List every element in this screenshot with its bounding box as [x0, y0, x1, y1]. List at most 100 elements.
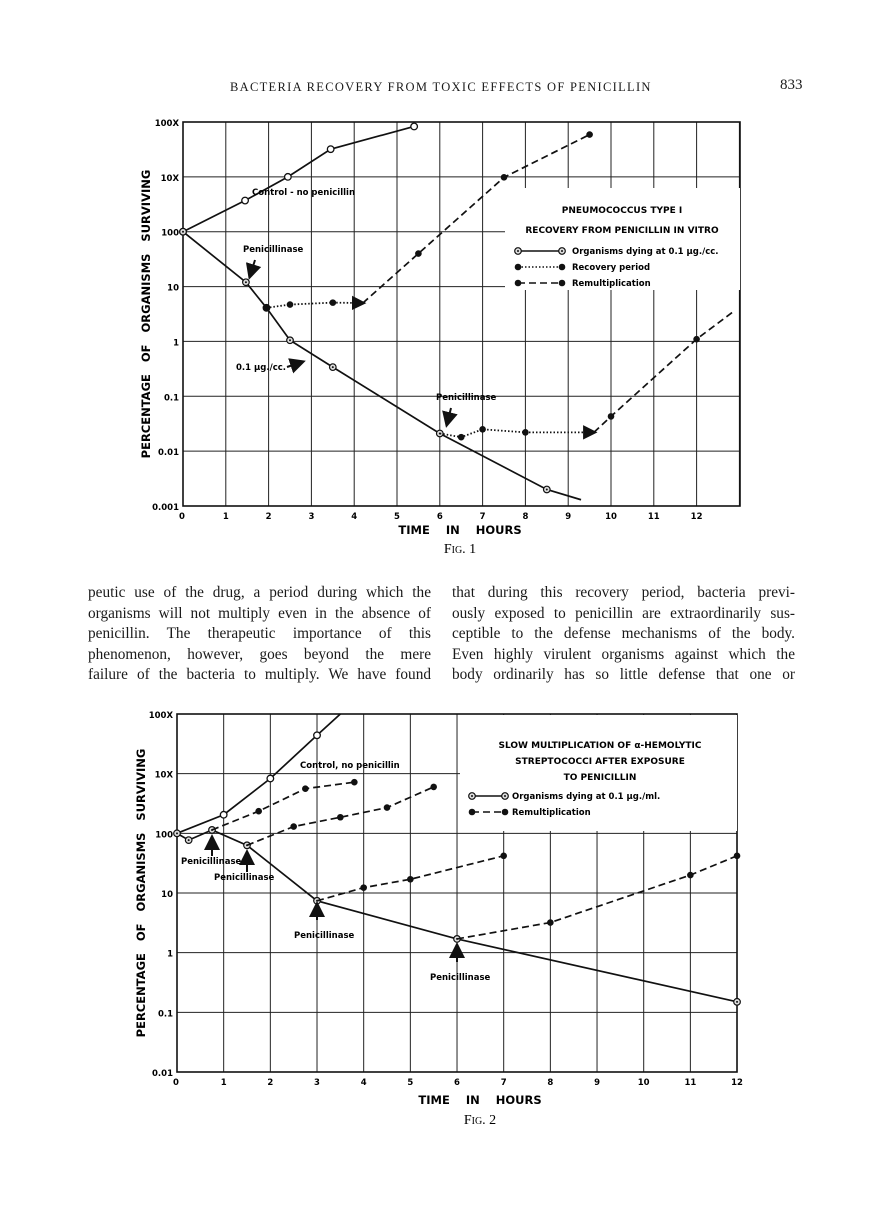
x-tick-label: 6 — [454, 1078, 460, 1088]
x-tick-label: 0 — [173, 1078, 179, 1088]
y-tick-label: 1 — [173, 338, 179, 348]
y-tick-label: 10 — [161, 890, 173, 900]
legend-label: Remultiplication — [512, 808, 591, 818]
annotation-label: Penicillinase — [436, 393, 496, 403]
data-point-filled — [351, 778, 358, 786]
data-point-filled — [286, 301, 294, 308]
chart-title: STREPTOCOCCI AFTER EXPOSURE — [515, 757, 685, 767]
series-remultiplication — [456, 852, 741, 940]
data-point-filled — [522, 429, 529, 436]
series-line — [316, 854, 504, 902]
data-point-filled — [607, 413, 615, 420]
data-point-center — [561, 250, 563, 252]
y-tick-label: 0.1 — [164, 393, 179, 403]
series-control — [179, 122, 419, 236]
x-tick-label: 8 — [547, 1078, 553, 1088]
chart-title: TO PENICILLIN — [564, 773, 637, 783]
y-tick-label: 100 — [155, 830, 173, 840]
data-point-filled — [558, 263, 566, 271]
data-point-center — [187, 839, 190, 842]
data-point-center — [176, 832, 178, 835]
chart-fig-1: PNEUMOCOCCUS TYPE I RECOVERY FROM PENICIL… — [139, 119, 741, 557]
x-tick-label: 0 — [179, 512, 185, 522]
series-line — [362, 133, 590, 304]
y-tick-label: 0.01 — [158, 448, 179, 458]
text-column-right: that during this recovery period, bacter… — [452, 583, 795, 686]
y-tick-label: 0.01 — [152, 1069, 173, 1079]
data-point-filled — [514, 279, 522, 287]
series-remultiplication — [211, 778, 358, 831]
data-point-open — [219, 810, 228, 819]
y-tick-label: 1 — [167, 950, 173, 960]
data-point-filled — [558, 279, 566, 287]
text-line: penicillin. The therapeutic importance o… — [88, 625, 431, 643]
y-tick-label: 0.1 — [158, 1009, 173, 1019]
data-point-center — [182, 230, 184, 233]
x-tick-label: 7 — [480, 512, 486, 522]
annotation-arrow — [286, 358, 306, 374]
x-tick-label: 8 — [522, 512, 528, 522]
text-line: ously exposed to penicillin are extraord… — [452, 604, 795, 622]
x-tick-label: 4 — [351, 512, 357, 522]
data-point-center — [517, 250, 519, 252]
y-tick-label: 100X — [155, 119, 180, 129]
legend-box — [505, 188, 740, 290]
data-point-center — [471, 795, 473, 797]
x-tick-label: 10 — [605, 512, 617, 522]
series-line — [593, 309, 736, 433]
data-point-center — [244, 281, 247, 284]
x-tick-label: 3 — [308, 512, 314, 522]
figure-caption: Fig. 1 — [444, 542, 476, 557]
annotation-arrow — [245, 259, 262, 280]
legend-label: Remultiplication — [572, 279, 651, 289]
data-point-filled — [263, 304, 270, 312]
data-point-filled — [383, 804, 391, 811]
x-tick-label: 11 — [648, 512, 660, 522]
series-recovery — [439, 425, 598, 441]
y-axis-title: PERCENTAGE OF ORGANISMS SURVIVING — [139, 170, 153, 459]
series-line — [439, 425, 598, 440]
data-point-open — [410, 122, 419, 131]
data-point-filled — [407, 875, 414, 883]
text-line: peutic use of the drug, a period during … — [88, 584, 431, 601]
series-line — [211, 781, 355, 831]
data-point-filled — [733, 852, 741, 860]
series-remultiplication — [362, 131, 593, 304]
y-tick-label: 100 — [161, 229, 179, 239]
text-line: that during this recovery period, bacter… — [452, 584, 795, 601]
x-tick-label: 1 — [223, 512, 229, 522]
x-tick-label: 2 — [267, 1078, 273, 1088]
y-tick-label: 10X — [161, 174, 180, 184]
annotation-label: Penicillinase — [243, 245, 303, 255]
x-tick-label: 5 — [394, 512, 400, 522]
data-point-open — [313, 731, 321, 740]
chart-title: PNEUMOCOCCUS TYPE I — [562, 206, 682, 216]
data-point-filled — [457, 433, 465, 441]
data-point-filled — [500, 174, 508, 181]
chart-title: SLOW MULTIPLICATION OF α-HEMOLYTIC — [498, 741, 701, 751]
data-point-open — [241, 196, 250, 205]
x-tick-label: 1 — [221, 1078, 227, 1088]
page-number: 833 — [780, 77, 803, 93]
series-recovery — [263, 295, 367, 312]
data-point-filled — [302, 785, 309, 792]
x-tick-label: 3 — [314, 1078, 320, 1088]
series-line — [182, 231, 582, 501]
plot-frame — [182, 121, 741, 507]
annotation-label: Control, no penicillin — [300, 761, 400, 771]
x-tick-label: 11 — [684, 1078, 696, 1088]
data-point-center — [736, 1000, 739, 1003]
text-line: failure of the bacteria to multiply. We … — [88, 666, 431, 684]
data-point-filled — [687, 871, 694, 879]
text-line: phenomenon, however, goes beyond the mer… — [88, 645, 431, 663]
x-tick-label: 9 — [594, 1078, 600, 1088]
chart-title: RECOVERY FROM PENICILLIN IN VITRO — [525, 226, 719, 236]
data-point-filled — [586, 131, 593, 138]
text-line: Even highly virulent organisms against w… — [452, 645, 795, 663]
data-point-center — [504, 795, 506, 797]
series-line — [182, 125, 415, 233]
text-column-left: peutic use of the drug, a period during … — [88, 583, 431, 686]
x-tick-label: 12 — [691, 512, 703, 522]
x-axis-title: TIME IN HOURS — [398, 523, 521, 537]
y-tick-label: 10X — [155, 771, 174, 781]
